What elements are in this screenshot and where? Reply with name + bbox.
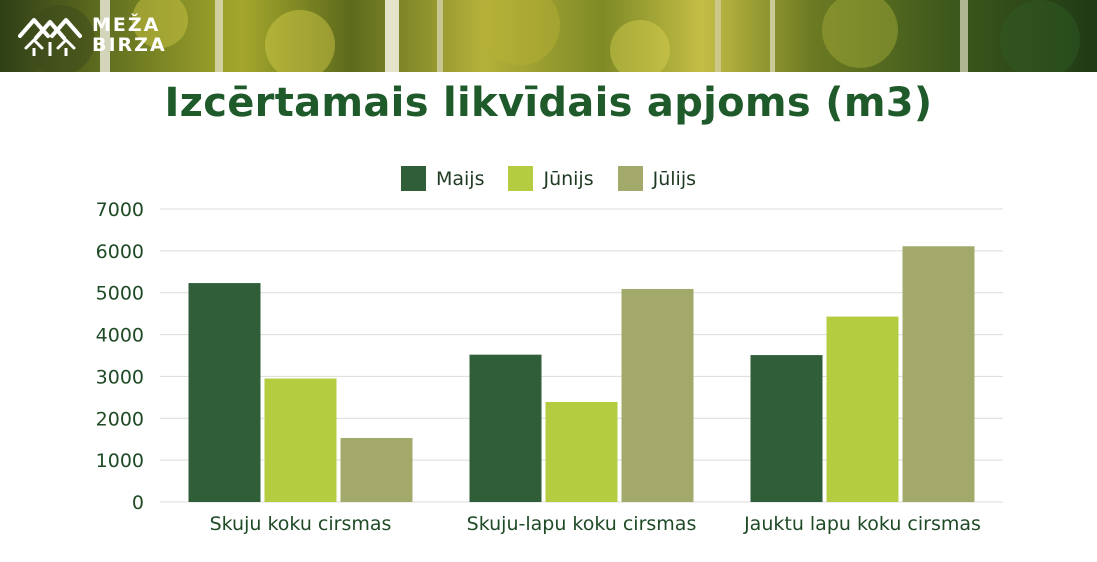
- legend-label-maijs: Maijs: [435, 167, 485, 190]
- y-tick-label: 7000: [96, 199, 144, 221]
- y-tick-label: 1000: [96, 450, 144, 472]
- legend-item-julijs: Jūlijs: [617, 166, 697, 191]
- legend-swatch-junijs: [508, 166, 534, 191]
- legend-item-maijs: Maijs: [400, 166, 485, 191]
- bar: [188, 283, 261, 502]
- header-banner: MEŽA BIRZA: [0, 0, 1097, 72]
- y-tick-label: 6000: [96, 241, 144, 263]
- legend-item-junijs: Jūnijs: [508, 166, 594, 191]
- y-tick-label: 0: [132, 492, 144, 514]
- forest-background: [25, 0, 1080, 72]
- x-category-label: Skuju-lapu koku cirsmas: [467, 513, 697, 535]
- bar: [545, 401, 618, 502]
- y-tick-label: 5000: [96, 283, 144, 305]
- brand-name: MEŽA BIRZA: [92, 15, 167, 55]
- legend-label-junijs: Jūnijs: [543, 167, 594, 190]
- y-tick-label: 2000: [96, 408, 144, 430]
- legend-swatch-maijs: [400, 166, 426, 191]
- forest-logo-icon: [18, 18, 82, 56]
- y-tick-label: 3000: [96, 366, 144, 388]
- legend-label-julijs: Jūlijs: [652, 167, 697, 190]
- bar: [340, 437, 413, 502]
- chart-title: Izcērtamais likvīdais apjoms (m3): [164, 80, 933, 126]
- x-category-label: Skuju koku cirsmas: [210, 513, 392, 535]
- bar: [469, 354, 542, 502]
- x-category-label: Jauktu lapu koku cirsmas: [743, 513, 981, 535]
- bar: [264, 378, 337, 502]
- bar: [621, 288, 694, 502]
- brand-logo[interactable]: MEŽA BIRZA: [18, 12, 167, 58]
- bar: [902, 246, 975, 502]
- bar: [826, 316, 899, 502]
- brand-line-1: MEŽA: [92, 14, 161, 36]
- brand-line-2: BIRZA: [92, 34, 167, 56]
- y-tick-label: 4000: [96, 325, 144, 347]
- chart-legend: Maijs Jūnijs Jūlijs: [0, 166, 1097, 191]
- bar: [750, 355, 823, 502]
- legend-swatch-julijs: [617, 166, 643, 191]
